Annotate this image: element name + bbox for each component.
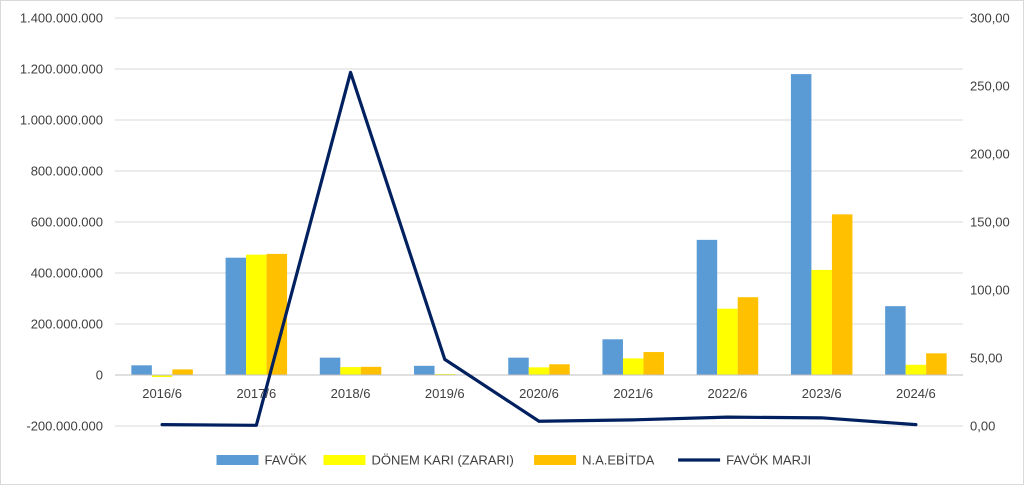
bar-n-a-ebi-tda bbox=[172, 369, 193, 375]
bar-fav-k bbox=[602, 339, 623, 375]
bar-fav-k bbox=[319, 357, 341, 375]
bar-n-a-ebi-tda bbox=[926, 353, 947, 375]
y-right-tick-label: 150,00 bbox=[970, 215, 1010, 230]
bar-d-nem-kari-zarari- bbox=[151, 375, 173, 378]
y-right-tick-label: 200,00 bbox=[970, 147, 1010, 162]
legend-swatch bbox=[534, 455, 577, 465]
x-category-label: 2021/6 bbox=[613, 386, 653, 401]
bar-n-a-ebi-tda bbox=[360, 366, 382, 375]
x-category-label: 2024/6 bbox=[896, 386, 936, 401]
y-left-tick-label: 1.400.000.000 bbox=[20, 11, 103, 26]
legend-swatch bbox=[323, 455, 366, 465]
y-left-tick-label: 400.000.000 bbox=[31, 266, 103, 281]
bar-d-nem-kari-zarari- bbox=[622, 358, 644, 375]
legend: FAVÖK DÖNEM KARI (ZARARI) N.A.EBİTDA FAVÖK … bbox=[216, 453, 811, 468]
y-left-tick-label: 200.000.000 bbox=[31, 317, 103, 332]
y-right-tick-label: 50,00 bbox=[970, 351, 1003, 366]
bar-fav-k bbox=[696, 239, 718, 375]
legend-label: FAVÖK MARJI bbox=[726, 453, 811, 468]
bar-n-a-ebi-tda bbox=[831, 214, 853, 375]
bar-fav-k bbox=[414, 365, 435, 375]
bar-n-a-ebi-tda bbox=[266, 253, 288, 375]
bar-fav-k bbox=[131, 365, 152, 375]
y-left-tick-label: 0 bbox=[96, 368, 103, 383]
x-category-label: 2018/6 bbox=[331, 386, 371, 401]
y-left-tick-label: 600.000.000 bbox=[31, 215, 103, 230]
line-fav-k-marji bbox=[160, 70, 918, 427]
bar-fav-k bbox=[790, 74, 812, 375]
y-left-tick-label: 1.000.000.000 bbox=[20, 113, 103, 128]
y-right-tick-label: 300,00 bbox=[970, 11, 1010, 26]
y-right-tick-label: 100,00 bbox=[970, 283, 1010, 298]
x-category-label: 2020/6 bbox=[519, 386, 559, 401]
y-left-tick-label: 1.200.000.000 bbox=[20, 62, 103, 77]
y-left-tick-label: -200.000.000 bbox=[26, 419, 103, 434]
bar-d-nem-kari-zarari- bbox=[905, 364, 927, 375]
y-right-tick-label: 250,00 bbox=[970, 79, 1010, 94]
legend-label: N.A.EBİTDA bbox=[582, 453, 655, 468]
bar-d-nem-kari-zarari- bbox=[717, 308, 738, 375]
bars bbox=[131, 74, 947, 378]
bar-n-a-ebi-tda bbox=[549, 364, 570, 375]
x-category-label: 2023/6 bbox=[802, 386, 842, 401]
x-category-label: 2019/6 bbox=[425, 386, 465, 401]
bar-d-nem-kari-zarari- bbox=[434, 373, 456, 375]
x-category-label: 2016/6 bbox=[142, 386, 182, 401]
bar-fav-k bbox=[508, 357, 529, 375]
legend-label: FAVÖK bbox=[265, 453, 308, 468]
bar-d-nem-kari-zarari- bbox=[811, 269, 832, 375]
y-left-tick-label: 800.000.000 bbox=[31, 164, 103, 179]
legend-swatch bbox=[216, 455, 259, 465]
x-category-label: 2022/6 bbox=[708, 386, 748, 401]
bar-d-nem-kari-zarari- bbox=[340, 367, 361, 375]
bar-d-nem-kari-zarari- bbox=[528, 367, 550, 375]
y-right-tick-label: 0,00 bbox=[970, 419, 995, 434]
bar-n-a-ebi-tda bbox=[737, 297, 759, 375]
bar-n-a-ebi-tda bbox=[643, 352, 664, 375]
legend-label: DÖNEM KARI (ZARARI) bbox=[372, 453, 514, 468]
bar-fav-k bbox=[225, 257, 247, 375]
x-category-label: 2017/6 bbox=[236, 386, 276, 401]
line-series bbox=[160, 70, 918, 427]
axes: -200.000.000 0 200.000.000 400.000.000 600.0… bbox=[20, 11, 1010, 434]
bar-d-nem-kari-zarari- bbox=[246, 254, 267, 375]
bar-fav-k bbox=[885, 306, 906, 375]
